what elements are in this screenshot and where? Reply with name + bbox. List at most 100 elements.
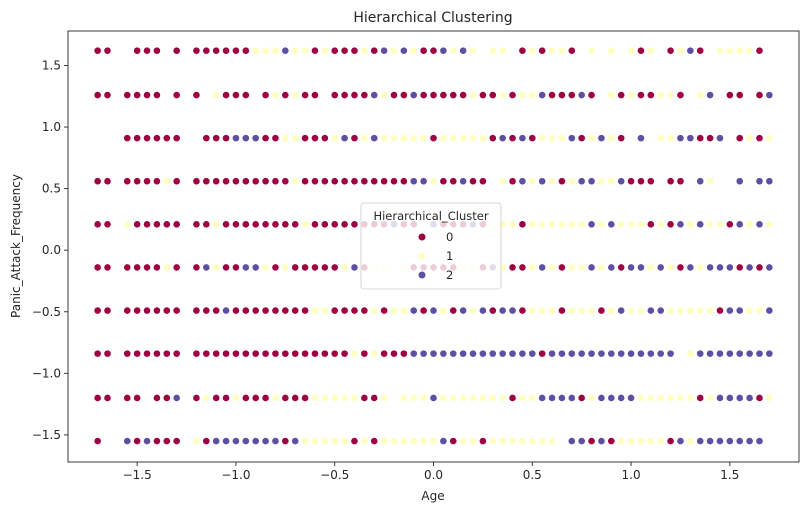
point-cluster-1 [459, 437, 468, 445]
point-cluster-0 [202, 220, 211, 229]
point-cluster-0 [558, 91, 566, 99]
point-cluster-0 [587, 437, 596, 445]
point-cluster-1 [261, 46, 270, 55]
point-cluster-0 [93, 46, 102, 55]
point-cluster-0 [162, 134, 171, 143]
point-cluster-2 [706, 437, 714, 445]
point-cluster-1 [409, 134, 418, 143]
point-cluster-1 [419, 394, 428, 402]
point-cluster-1 [301, 437, 309, 445]
point-cluster-0 [577, 394, 586, 402]
point-cluster-0 [103, 306, 112, 315]
point-cluster-2 [459, 177, 468, 186]
point-cluster-0 [301, 394, 309, 402]
point-cluster-1 [607, 134, 616, 143]
point-cluster-1 [765, 134, 774, 143]
point-cluster-0 [251, 220, 260, 229]
point-cluster-0 [350, 46, 359, 55]
point-cluster-0 [222, 220, 230, 229]
point-cluster-0 [419, 46, 428, 55]
point-cluster-1 [745, 220, 754, 229]
point-cluster-1 [528, 177, 537, 186]
point-cluster-0 [459, 91, 468, 99]
point-cluster-0 [478, 177, 487, 186]
point-cluster-1 [666, 306, 675, 315]
point-cluster-1 [666, 134, 675, 143]
point-cluster-0 [360, 394, 369, 402]
point-cluster-0 [528, 134, 537, 143]
x-tick-label: −0.5 [320, 468, 349, 482]
point-cluster-1 [567, 220, 576, 229]
point-cluster-0 [281, 91, 290, 99]
point-cluster-1 [686, 394, 695, 402]
point-cluster-0 [261, 349, 270, 358]
point-cluster-0 [172, 349, 181, 358]
point-cluster-2 [696, 349, 705, 358]
point-cluster-1 [518, 394, 527, 402]
point-cluster-0 [488, 91, 497, 99]
point-cluster-0 [153, 394, 161, 402]
point-cluster-2 [617, 306, 626, 315]
point-cluster-0 [192, 220, 201, 229]
point-cluster-0 [241, 306, 250, 315]
legend-marker-2 [417, 270, 427, 280]
point-cluster-2 [291, 437, 300, 445]
point-cluster-1 [380, 437, 389, 445]
point-cluster-1 [370, 306, 379, 315]
point-cluster-1 [449, 46, 458, 55]
point-cluster-1 [666, 263, 675, 272]
point-cluster-0 [192, 263, 201, 272]
point-cluster-1 [469, 394, 477, 402]
point-cluster-1 [409, 437, 418, 445]
point-cluster-1 [627, 91, 635, 99]
point-cluster-0 [143, 46, 151, 55]
point-cluster-2 [350, 263, 359, 272]
point-cluster-0 [291, 349, 300, 358]
point-cluster-0 [241, 220, 250, 229]
point-cluster-0 [281, 177, 290, 186]
point-cluster-0 [311, 177, 319, 186]
point-cluster-0 [93, 91, 102, 99]
point-cluster-2 [745, 349, 754, 358]
point-cluster-2 [706, 91, 714, 99]
point-cluster-2 [498, 306, 507, 315]
point-cluster-2 [498, 134, 507, 143]
point-cluster-1 [765, 394, 774, 402]
point-cluster-1 [567, 177, 576, 186]
legend-marker-0 [417, 232, 427, 242]
point-cluster-1 [162, 263, 171, 272]
point-cluster-0 [301, 91, 309, 99]
point-cluster-0 [330, 46, 339, 55]
point-cluster-2 [222, 306, 230, 315]
point-cluster-2 [577, 91, 586, 99]
point-cluster-1 [627, 46, 635, 55]
point-cluster-0 [666, 220, 675, 229]
point-cluster-0 [93, 437, 102, 445]
point-cluster-2 [212, 437, 221, 445]
point-cluster-1 [320, 394, 329, 402]
point-cluster-0 [103, 349, 112, 358]
point-cluster-0 [172, 263, 181, 272]
legend[interactable]: Hierarchical_Cluster 0 1 2 [360, 202, 502, 290]
y-tick-label: −1.0 [32, 366, 61, 380]
point-cluster-2 [429, 394, 438, 402]
point-cluster-0 [617, 263, 626, 272]
point-cluster-0 [567, 91, 576, 99]
point-cluster-0 [143, 91, 151, 99]
point-cluster-0 [222, 177, 230, 186]
point-cluster-0 [261, 134, 270, 143]
point-cluster-0 [735, 263, 744, 272]
point-cluster-1 [597, 220, 606, 229]
point-cluster-1 [607, 306, 616, 315]
point-cluster-0 [202, 46, 211, 55]
point-cluster-1 [340, 263, 349, 272]
y-tick-label: −0.5 [32, 305, 61, 319]
point-cluster-2 [755, 220, 764, 229]
point-cluster-1 [607, 91, 616, 99]
point-cluster-0 [192, 394, 201, 402]
point-cluster-1 [429, 177, 438, 186]
point-cluster-1 [330, 394, 339, 402]
point-cluster-1 [548, 46, 556, 55]
point-cluster-2 [696, 177, 705, 186]
